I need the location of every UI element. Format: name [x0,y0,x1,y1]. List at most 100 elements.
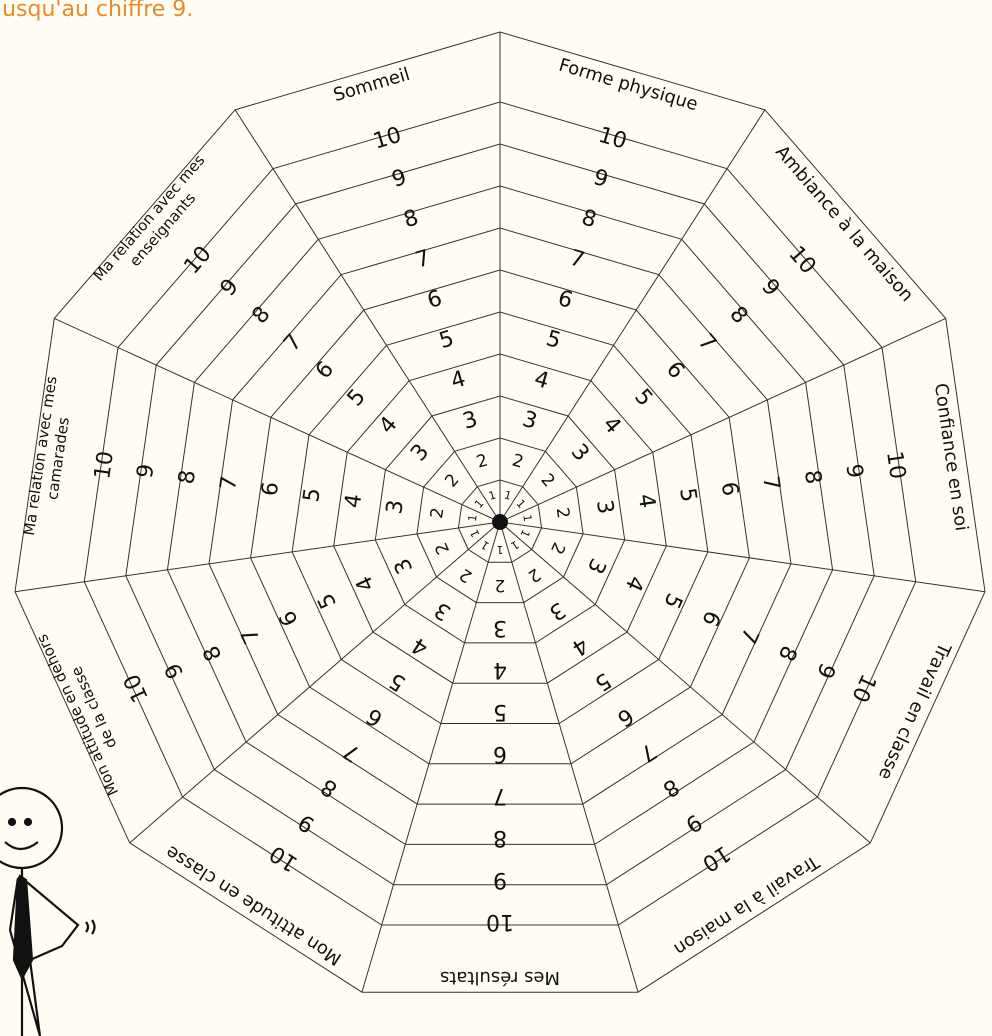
level-label: 8 [799,468,826,485]
spoke [130,522,500,843]
level-label: 1 [466,514,480,523]
level-label: 5 [299,486,326,503]
level-label: 10 [881,450,910,481]
level-label: 8 [773,642,802,665]
sector-label: Mon attitude en classe [162,841,345,969]
level-label: 7 [339,738,364,767]
level-label: 2 [427,506,448,520]
level-label: 1 [472,497,486,511]
level-label: 3 [591,498,618,515]
spoke [500,522,638,992]
level-label: 7 [216,474,243,491]
level-label: 7 [237,624,266,647]
level-label: 9 [389,165,409,193]
level-label: 4 [567,632,592,661]
level-label: 9 [590,165,610,193]
level-label: 6 [716,480,743,497]
level-label: 1 [508,538,521,553]
level-label: 2 [524,564,544,587]
level-label: 9 [811,659,840,682]
level-label: 8 [658,773,683,802]
center-dot [492,514,508,530]
level-label: 4 [493,657,507,682]
level-label: 2 [552,506,573,520]
level-label: 5 [343,384,371,411]
stick-figure [0,788,95,1036]
level-label: 2 [431,539,454,557]
level-label: 10 [179,242,216,280]
sector-label: Travail en classe [874,639,955,783]
level-label: 7 [693,329,721,356]
level-label: 3 [382,498,409,515]
level-label: 2 [546,539,569,557]
level-label: 7 [493,783,507,808]
sector-label: Mes résultats [440,967,560,988]
level-label: 9 [133,462,160,479]
level-label: 7 [413,246,433,274]
level-label: 8 [248,302,276,329]
level-label: 6 [275,607,304,630]
level-label: 10 [846,670,880,706]
level-label: 7 [635,738,660,767]
level-label: 2 [441,470,463,491]
page: jusqu'au chiffre 9. 12345678910Forme phy… [0,0,992,1036]
level-label: 8 [724,302,752,329]
level-label: 5 [658,589,687,612]
sector-label: Ambiance à la maison [771,142,917,306]
spoke [235,110,500,522]
level-label: 4 [448,367,468,395]
level-label: 1 [520,514,534,523]
spoke [500,110,765,522]
level-label: 4 [531,367,551,395]
level-label: 5 [543,326,563,354]
level-label: 4 [352,572,381,595]
spoke [500,522,870,843]
level-label: 1 [468,528,483,540]
level-label: 8 [199,642,228,665]
level-label: 5 [385,667,410,696]
level-label: 9 [161,659,190,682]
level-label: 10 [596,123,630,155]
level-label: 8 [493,825,507,850]
level-label: 2 [510,450,526,472]
level-label: 3 [582,554,611,577]
level-label: 1 [514,497,528,511]
level-label: 9 [840,462,867,479]
level-label: 3 [430,596,455,625]
level-label: 10 [119,670,153,706]
level-label: 10 [90,450,119,481]
level-label: 1 [479,538,492,553]
level-label: 9 [493,867,507,892]
spoke [362,522,500,992]
level-label: 6 [493,741,507,766]
level-label: 5 [436,326,456,354]
level-label: 2 [537,470,559,491]
level-label: 5 [629,384,657,411]
level-label: 2 [474,450,490,472]
sector-label: Mon attitude en dehors [33,631,122,798]
level-label: 6 [555,286,575,314]
level-label: 5 [590,667,615,696]
level-label: 4 [408,632,433,661]
level-label: 6 [257,480,284,497]
level-label: 6 [425,286,445,314]
level-label: 5 [674,486,701,503]
header-text: jusqu'au chiffre 9. [0,0,193,22]
level-label: 4 [620,572,649,595]
level-label: 1 [503,488,513,502]
level-label: 7 [279,329,307,356]
level-label: 3 [519,407,539,435]
level-label: 3 [566,439,594,466]
level-label: 2 [456,564,476,587]
level-label: 5 [493,699,507,724]
level-label: 3 [406,439,434,466]
level-label: 1 [497,543,504,556]
level-label: 6 [661,357,689,384]
level-label: 3 [544,596,569,625]
sector-label: Travail à la maison [670,850,824,959]
level-label: 8 [174,468,201,485]
level-label: 7 [567,246,587,274]
level-label: 3 [390,554,419,577]
level-label: 4 [633,492,660,509]
level-label: 6 [613,702,638,731]
